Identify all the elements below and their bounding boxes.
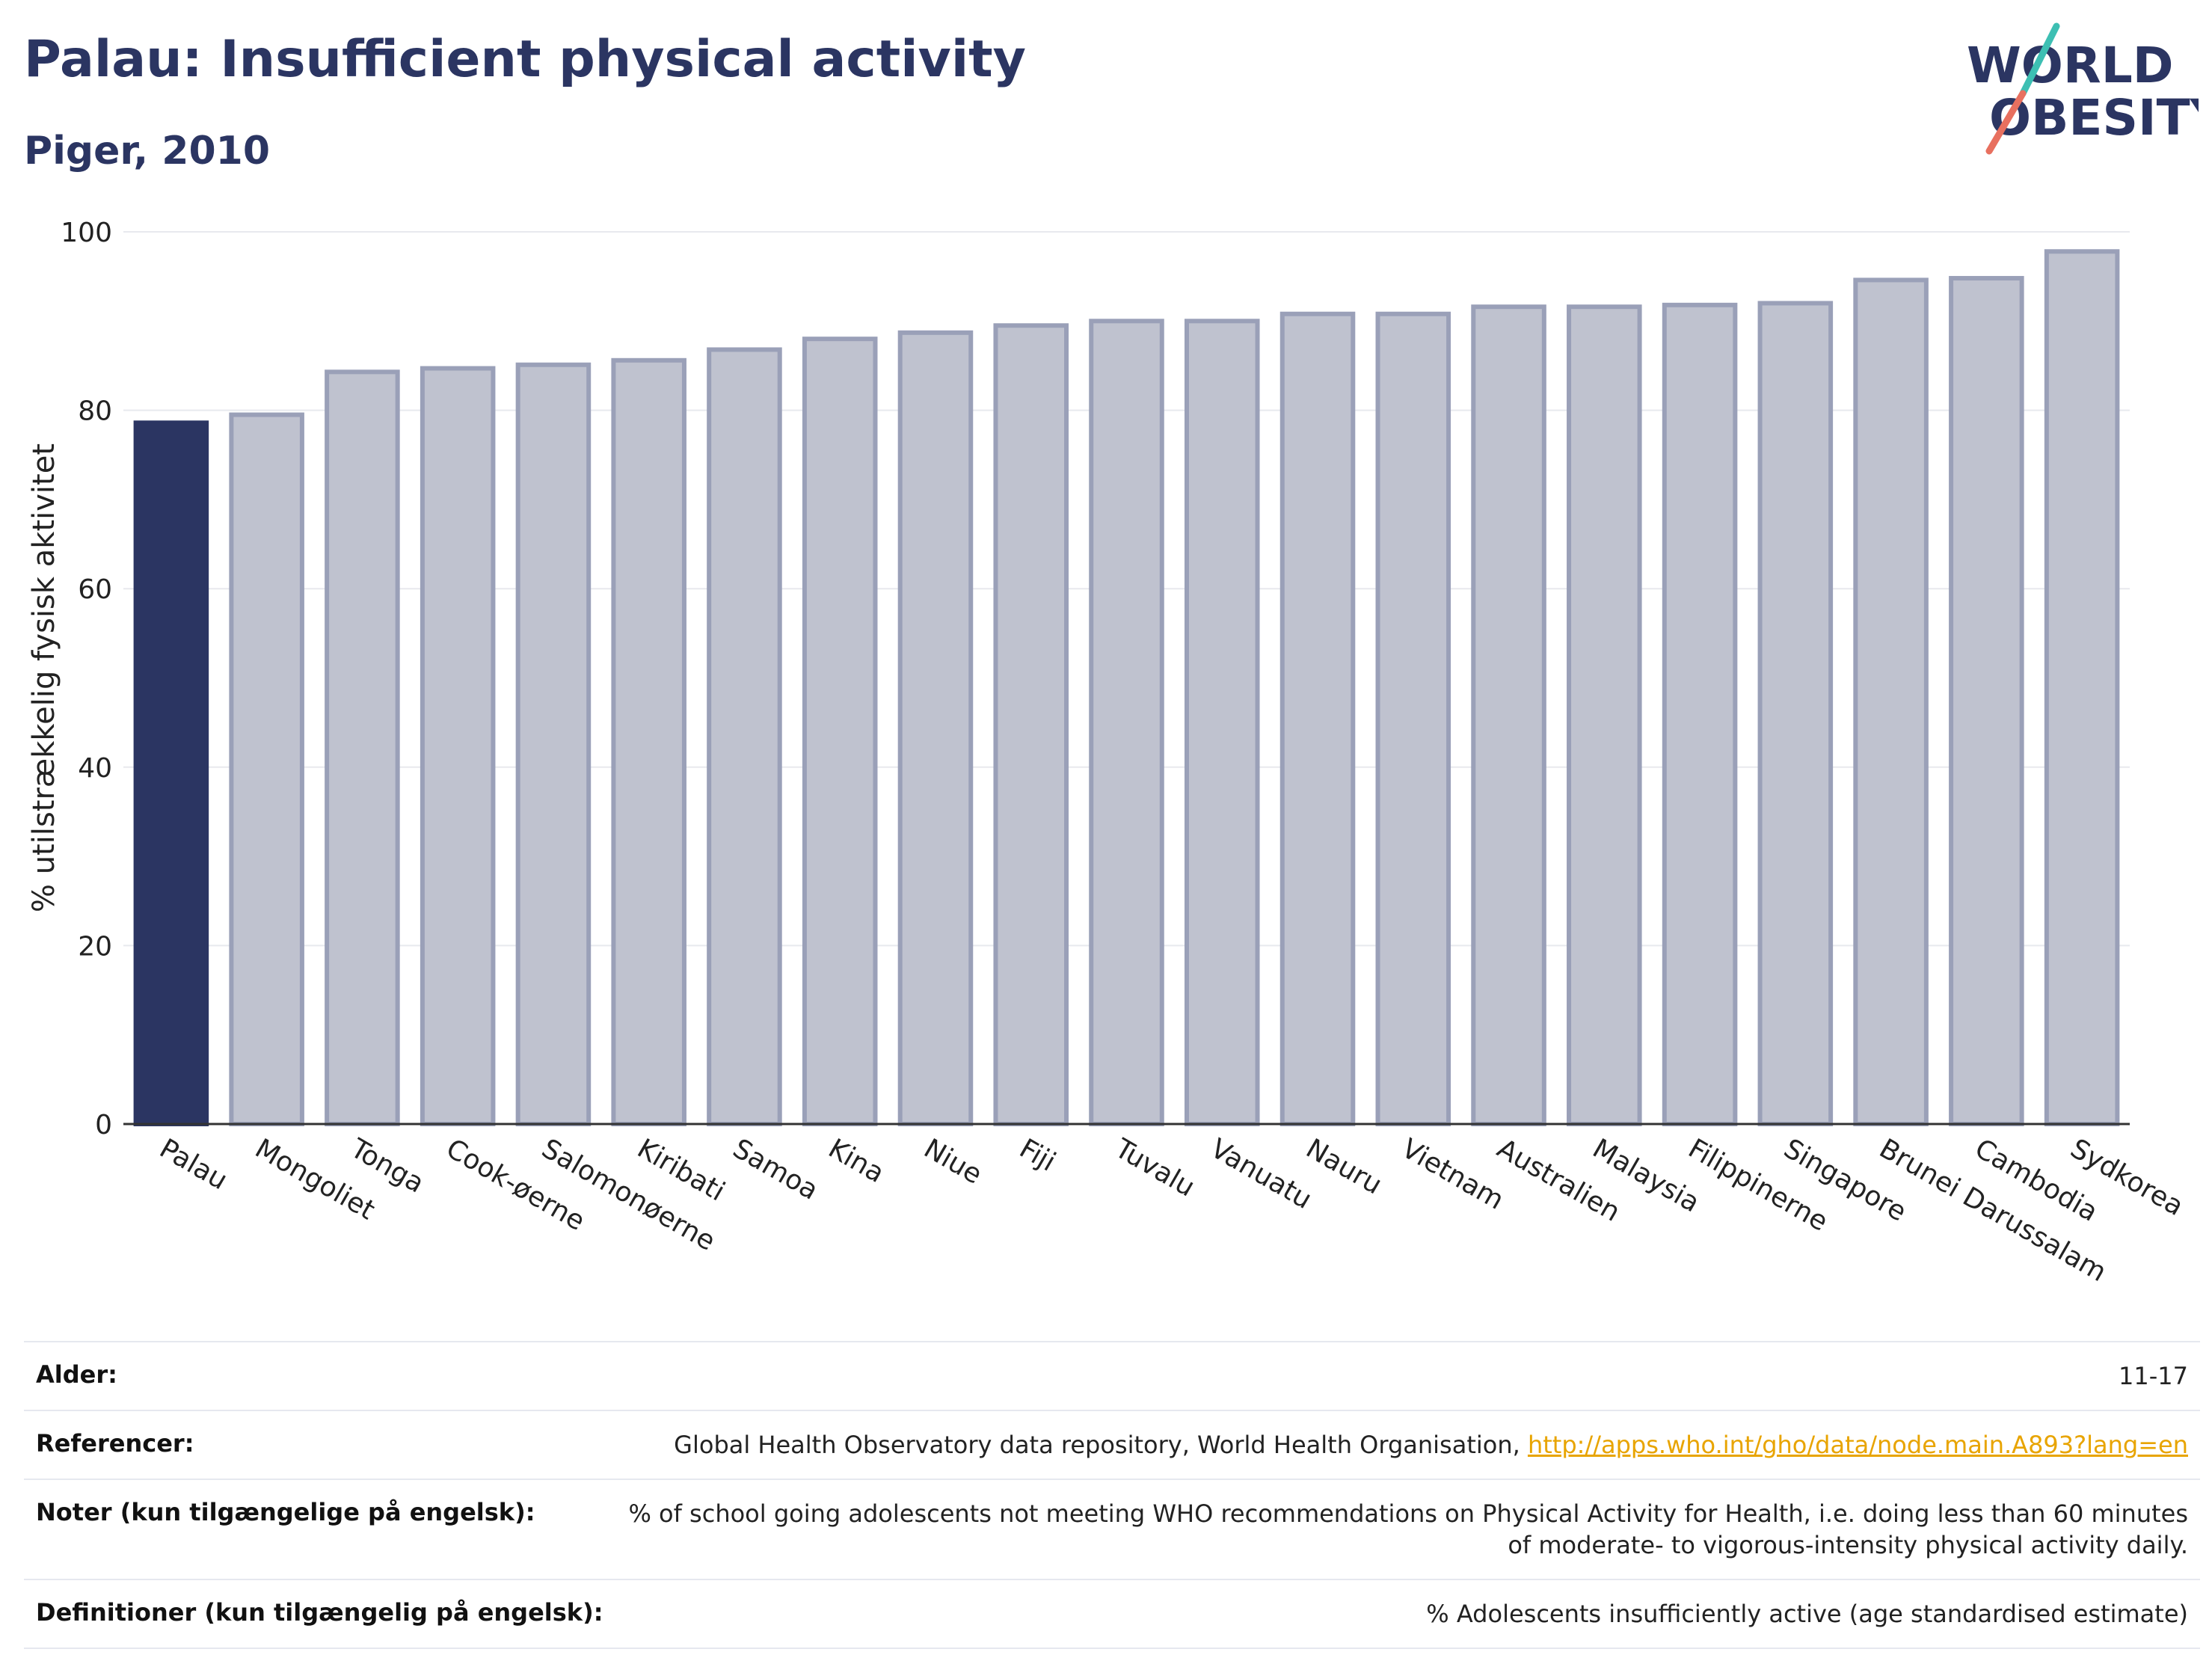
bar-Niue [897,330,974,1127]
info-row-references: Referencer: Global Health Observatory da… [24,1410,2200,1479]
info-row-age: Alder: 11-17 [24,1341,2200,1410]
x-tick-label: Vanuatu [1205,1133,1317,1215]
bar-Malaysia [1567,304,1642,1126]
info-table: Alder: 11-17 Referencer: Global Health O… [24,1341,2200,1649]
references-label: Referencer: [36,1429,194,1458]
y-axis-label: % utilstrækkelig fysisk aktivitet [27,443,61,912]
bar-Filippinerne [1662,302,1738,1126]
definitions-value: % Adolescents insufficiently active (age… [1426,1600,2188,1628]
y-tick-label: 80 [78,396,112,427]
y-tick-label: 20 [78,931,112,962]
definitions-label: Definitioner (kun tilgængelig på engelsk… [36,1598,603,1627]
x-tick-label: Kina [823,1133,889,1189]
bar-Vietnam [1375,311,1451,1127]
bar-Tonga [325,369,400,1126]
notes-label: Noter (kun tilgængelige på engelsk): [36,1498,535,1526]
references-link[interactable]: http://apps.who.int/gho/data/node.main.A… [1527,1431,2188,1459]
age-label: Alder: [36,1360,117,1389]
logo-line-1: WORLD [1967,37,2174,94]
page-subtitle: Piger, 2010 [24,129,271,174]
y-tick-label: 60 [78,574,112,605]
bar-Singapore [1757,301,1834,1127]
logo-line-2: OBESITY [1989,89,2199,147]
y-tick-label: 100 [61,218,112,248]
bar-Mongoliet [229,412,304,1126]
age-value: 11-17 [2119,1362,2188,1390]
x-tick-label: Vietnam [1396,1133,1508,1216]
bar-Tuvalu [1089,319,1164,1126]
bar-Australien [1471,304,1546,1126]
bar-Palau [133,420,209,1126]
logo-slash-top [2019,22,2060,97]
bar-Kiribati [611,357,686,1126]
references-value: Global Health Observatory data repositor… [674,1429,2188,1461]
y-tick-label: 40 [78,753,112,784]
page-title: Palau: Insufficient physical activity [24,30,1026,89]
bar-Nauru [1279,311,1356,1127]
x-tick-label: Niue [918,1133,986,1190]
logo-slash-bottom [1985,90,2027,155]
y-axis-ticks: 0 20 40 60 80 100 [61,218,112,1140]
notes-value: % of school going adolescents not meetin… [628,1499,2188,1559]
x-tick-label: Tuvalu [1109,1133,1199,1203]
y-tick-label: 0 [95,1110,112,1140]
bar-Kina [802,337,878,1126]
bars [133,249,2120,1127]
x-tick-label: Samoa [728,1133,823,1206]
bar-Salomonøerne [515,362,592,1126]
world-obesity-logo: WORLD OBESITY [1967,22,2199,155]
bar-Cook-øerne [420,366,496,1126]
bar-Vanuatu [1184,319,1260,1126]
references-text: Global Health Observatory data repositor… [674,1431,1528,1459]
info-row-definitions: Definitioner (kun tilgængelig på engelsk… [24,1579,2200,1649]
info-row-notes: Noter (kun tilgængelige på engelsk): % o… [24,1479,2200,1579]
x-tick-label: Palau [154,1133,233,1196]
bar-Samoa [707,347,782,1127]
bar-Brunei Darussalam [1853,277,1929,1126]
bar-Cambodia [1949,276,2024,1126]
bar-Fiji [993,323,1069,1126]
bar-Sydkorea [2044,249,2120,1127]
x-tick-label: Fiji [1014,1133,1060,1178]
